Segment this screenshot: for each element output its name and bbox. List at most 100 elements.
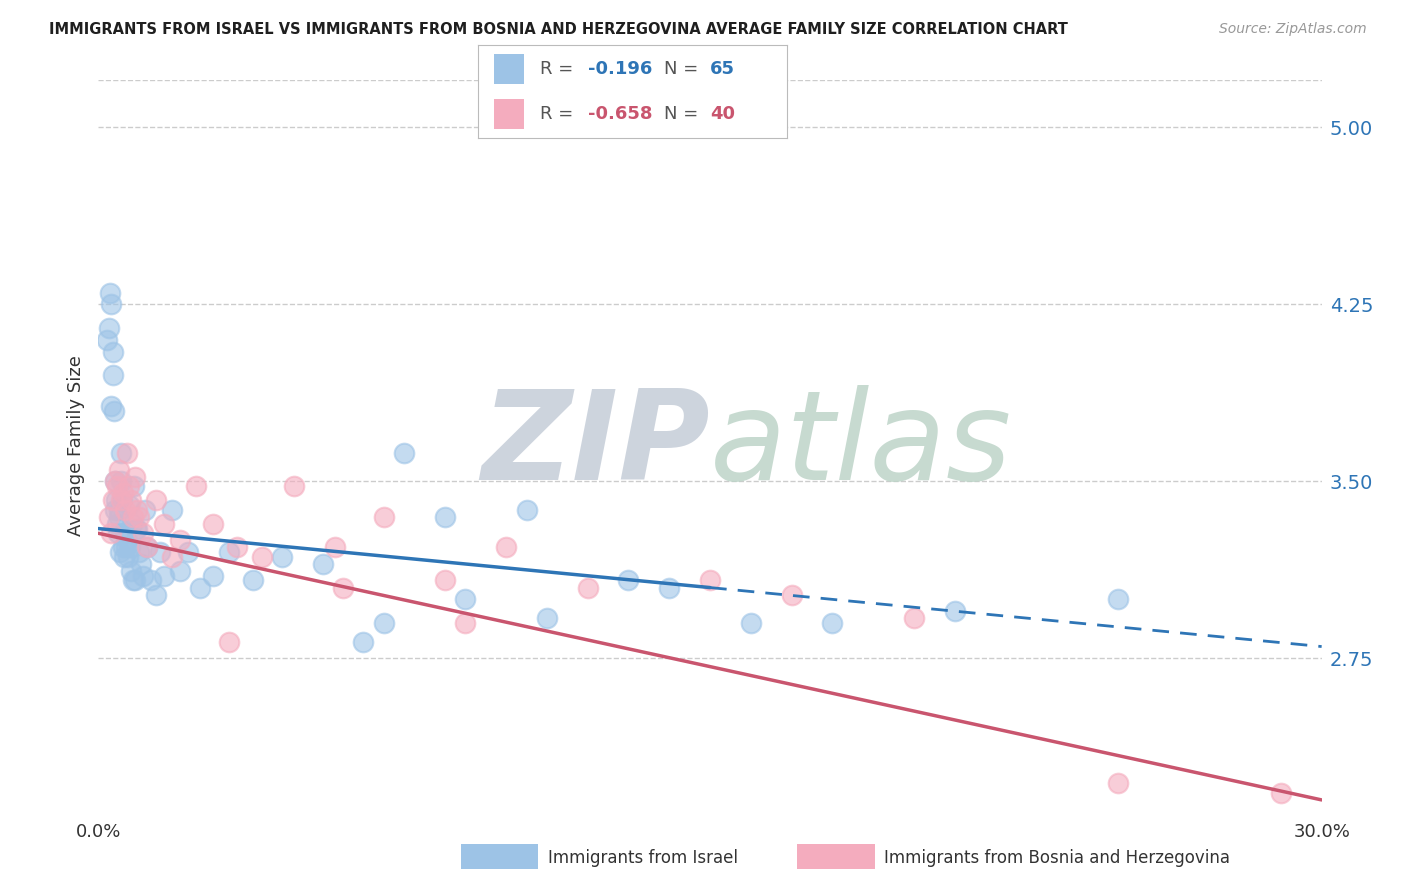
Point <box>100 526 122 541</box>
Point <box>115 446 138 460</box>
Point <box>250 549 273 564</box>
Point <box>97 321 120 335</box>
Point <box>132 568 155 582</box>
Text: ZIP: ZIP <box>481 385 710 507</box>
Text: Immigrants from Israel: Immigrants from Israel <box>548 849 738 867</box>
Point <box>152 568 174 582</box>
Point <box>114 526 136 541</box>
Point <box>111 493 134 508</box>
Point <box>332 581 354 595</box>
Text: -0.196: -0.196 <box>588 60 652 78</box>
Text: atlas: atlas <box>710 385 1012 507</box>
Point <box>128 509 150 524</box>
Text: 40: 40 <box>710 105 735 123</box>
Text: Source: ZipAtlas.com: Source: ZipAtlas.com <box>1219 22 1367 37</box>
Point <box>160 502 183 516</box>
Point <box>120 493 142 508</box>
Point <box>201 568 224 582</box>
Point <box>740 615 762 630</box>
Point <box>104 493 127 508</box>
FancyBboxPatch shape <box>494 54 524 84</box>
Point <box>96 333 118 347</box>
Point <box>111 541 134 555</box>
Point <box>201 516 224 531</box>
Point <box>125 522 148 536</box>
Point <box>392 446 416 460</box>
Point <box>226 541 249 555</box>
Point <box>115 541 138 555</box>
Point <box>127 502 149 516</box>
Text: R =: R = <box>540 105 579 123</box>
Point <box>128 545 150 559</box>
Point <box>169 533 191 548</box>
FancyBboxPatch shape <box>494 99 524 129</box>
Point <box>516 502 538 516</box>
Point <box>780 588 803 602</box>
Point <box>110 446 132 460</box>
Point <box>576 581 599 595</box>
Y-axis label: Average Family Size: Average Family Size <box>66 356 84 536</box>
Point <box>821 615 844 630</box>
Point <box>495 541 517 555</box>
Point <box>454 615 477 630</box>
Point <box>108 502 131 516</box>
Point <box>160 549 183 564</box>
Point <box>699 574 721 588</box>
Point <box>114 502 136 516</box>
Point <box>145 493 167 508</box>
Point <box>536 611 558 625</box>
Text: R =: R = <box>540 60 579 78</box>
Point <box>270 549 294 564</box>
Point <box>107 526 129 541</box>
Point <box>434 574 457 588</box>
Point <box>188 581 212 595</box>
Point <box>122 509 145 524</box>
Text: IMMIGRANTS FROM ISRAEL VS IMMIGRANTS FROM BOSNIA AND HERZEGOVINA AVERAGE FAMILY : IMMIGRANTS FROM ISRAEL VS IMMIGRANTS FRO… <box>49 22 1069 37</box>
Point <box>136 541 159 555</box>
Point <box>134 502 156 516</box>
Point <box>105 479 128 493</box>
Point <box>108 545 131 559</box>
Point <box>149 545 172 559</box>
Point <box>373 509 395 524</box>
Point <box>110 493 132 508</box>
Point <box>434 509 457 524</box>
Point <box>145 588 167 602</box>
Point <box>312 557 335 571</box>
Point <box>104 475 127 489</box>
Point <box>169 564 191 578</box>
Text: N =: N = <box>664 60 703 78</box>
Point <box>373 615 395 630</box>
Point <box>100 297 122 311</box>
Point <box>218 635 240 649</box>
Point <box>118 498 141 512</box>
Point <box>352 635 374 649</box>
Point <box>124 479 146 493</box>
Point <box>1107 776 1129 790</box>
Point <box>617 574 640 588</box>
Point <box>117 549 139 564</box>
Point <box>104 475 127 489</box>
Point <box>98 285 121 300</box>
Point <box>101 493 124 508</box>
Point <box>111 486 134 500</box>
Text: 65: 65 <box>710 60 735 78</box>
Point <box>323 541 346 555</box>
Point <box>177 545 200 559</box>
Point <box>110 475 132 489</box>
Point <box>112 549 135 564</box>
Point <box>242 574 264 588</box>
Point <box>100 399 122 413</box>
Point <box>120 541 142 555</box>
Point <box>124 574 146 588</box>
Text: Immigrants from Bosnia and Herzegovina: Immigrants from Bosnia and Herzegovina <box>884 849 1230 867</box>
Point <box>136 541 159 555</box>
Point <box>141 574 163 588</box>
Point <box>152 516 174 531</box>
Text: N =: N = <box>664 105 703 123</box>
Point <box>283 479 305 493</box>
Point <box>104 502 127 516</box>
Point <box>218 545 240 559</box>
Point <box>943 604 966 618</box>
Text: -0.658: -0.658 <box>588 105 652 123</box>
